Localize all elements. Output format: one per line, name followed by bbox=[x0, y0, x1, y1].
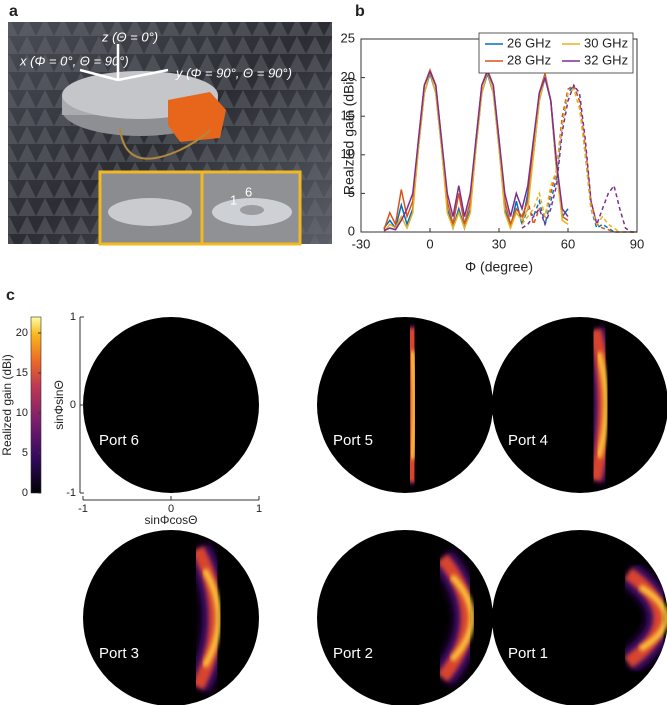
x-tick-label: -1 bbox=[78, 503, 88, 515]
pattern-y-label: sinΦsinΘ bbox=[52, 380, 66, 430]
colorbar-label: Realized gain (dBi) bbox=[0, 354, 14, 455]
y-tick-label: 15 bbox=[341, 108, 355, 123]
beam-core bbox=[449, 574, 475, 662]
x-tick-label: 60 bbox=[561, 236, 575, 251]
y-axis-title: Realzied gain (dBi) bbox=[341, 77, 357, 195]
legend-label: 28 GHz bbox=[507, 52, 551, 67]
pattern-beam bbox=[181, 543, 229, 693]
legend-label: 30 GHz bbox=[584, 35, 628, 50]
line bbox=[383, 68, 569, 233]
colorbar-tick-label: 5 bbox=[22, 447, 28, 459]
y-axis-label: y (Φ = 90°, Θ = 90°) bbox=[175, 65, 292, 80]
panel-label: b bbox=[355, 3, 365, 20]
legend-box bbox=[478, 32, 634, 74]
colorbar-tick-label: 10 bbox=[16, 407, 28, 419]
beam-core bbox=[595, 351, 610, 459]
beam-core bbox=[408, 350, 418, 460]
legend-label: 26 GHz bbox=[507, 35, 551, 50]
pattern-beam bbox=[428, 549, 481, 687]
inset-label: 1 bbox=[230, 192, 237, 207]
pattern-beam bbox=[576, 326, 618, 484]
pattern-x-label: sinΦcosΘ bbox=[145, 513, 198, 527]
photo bbox=[8, 22, 332, 246]
y-tick-label: 1 bbox=[70, 311, 76, 323]
colorbar bbox=[30, 316, 42, 494]
pattern-disc bbox=[492, 530, 667, 705]
z-axis-label: z (Θ = 0°) bbox=[101, 29, 158, 44]
y-tick-label: 20 bbox=[341, 69, 355, 84]
x-tick-label: 1 bbox=[256, 503, 262, 515]
x-tick-label: -30 bbox=[352, 236, 371, 251]
x-tick-label: 30 bbox=[492, 236, 506, 251]
pattern-beam bbox=[389, 326, 427, 484]
x-axis-title: Φ (degree) bbox=[465, 259, 533, 275]
panel-label: a bbox=[9, 3, 18, 20]
inset-label: 6 bbox=[245, 184, 252, 199]
beam-mid bbox=[624, 568, 667, 668]
beam-core bbox=[638, 584, 667, 652]
pattern-beam bbox=[616, 562, 667, 674]
x-axis-label: x (Φ = 0°, Θ = 90°) bbox=[19, 53, 129, 68]
y-tick-label: 25 bbox=[341, 30, 355, 45]
y-tick-label: 0 bbox=[70, 399, 76, 411]
port-label: Port 4 bbox=[508, 432, 548, 449]
colorbar-tick-label: 15 bbox=[16, 367, 28, 379]
port-label: Port 1 bbox=[508, 645, 548, 662]
line bbox=[383, 69, 569, 232]
y-tick-label: -1 bbox=[66, 487, 76, 499]
line bbox=[521, 83, 637, 233]
port-label: Port 6 bbox=[99, 432, 139, 449]
y-tick-label: 10 bbox=[341, 146, 355, 161]
x-tick-label: 0 bbox=[426, 236, 433, 251]
pattern-beam bbox=[149, 327, 185, 483]
pattern-disc bbox=[492, 317, 667, 493]
colorbar-tick-label: 0 bbox=[22, 487, 28, 499]
pattern-disc bbox=[83, 530, 259, 705]
beam-core bbox=[201, 568, 222, 668]
port-label: Port 3 bbox=[99, 645, 139, 662]
legend-label: 32 GHz bbox=[584, 52, 628, 67]
beam-mid bbox=[437, 554, 474, 682]
colorbar-tick-label: 20 bbox=[16, 327, 28, 339]
y-tick-label: 0 bbox=[348, 223, 355, 238]
x-tick-label: 0 bbox=[168, 503, 174, 515]
line bbox=[521, 88, 637, 233]
y-tick-label: 5 bbox=[348, 185, 355, 200]
port-label: Port 5 bbox=[333, 432, 373, 449]
panel-label: c bbox=[6, 287, 15, 304]
x-tick-label: 90 bbox=[630, 236, 644, 251]
port-label: Port 2 bbox=[333, 645, 373, 662]
